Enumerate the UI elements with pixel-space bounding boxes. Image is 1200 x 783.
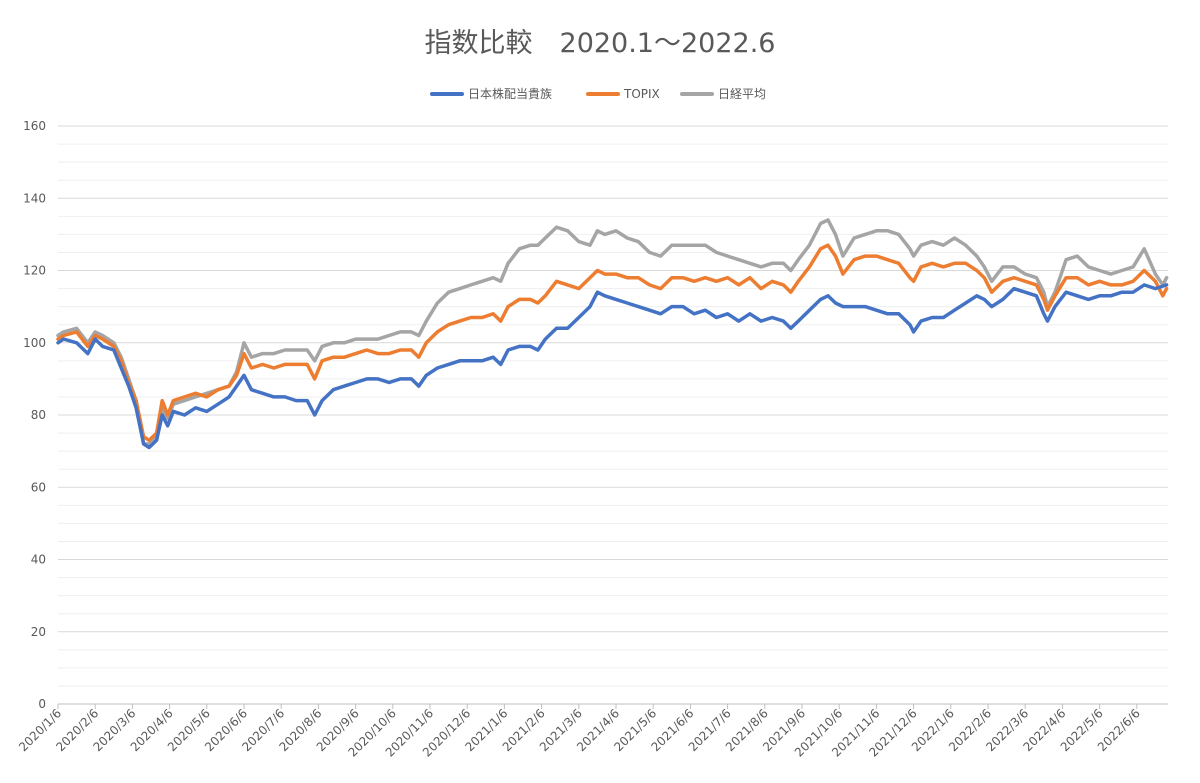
y-tick-label: 160 [23, 119, 46, 133]
gridlines [58, 125, 1168, 705]
legend-label: 日本株配当貴族 [468, 86, 552, 101]
series-line [56, 243, 1169, 443]
y-tick-label: 100 [23, 336, 46, 350]
series-line [56, 283, 1169, 450]
y-tick-label: 80 [31, 408, 46, 422]
y-tick-label: 60 [31, 480, 46, 494]
y-tick-label: 140 [23, 191, 46, 205]
y-tick-label: 20 [31, 625, 46, 639]
y-tick-label: 40 [31, 553, 46, 567]
y-axis: 0 20 40 60 80 100 120 140 160 [23, 119, 46, 711]
legend: 日本株配当貴族 TOPIX 日経平均 [430, 86, 766, 101]
y-tick-label: 120 [23, 264, 46, 278]
legend-label: TOPIX [623, 87, 660, 101]
legend-label: 日経平均 [718, 87, 766, 101]
y-tick-label: 0 [38, 697, 46, 711]
series-group [56, 218, 1169, 450]
chart-title: 指数比較 2020.1～2022.6 [425, 28, 776, 59]
